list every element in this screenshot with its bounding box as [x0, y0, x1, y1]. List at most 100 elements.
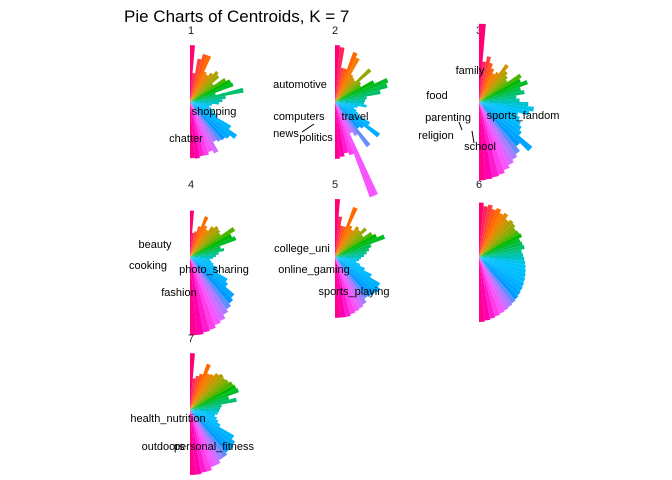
pie-slice [335, 79, 356, 102]
pie-slice [335, 96, 367, 102]
pie-slice [190, 410, 218, 415]
pie-slice [190, 210, 195, 257]
pie-slice [190, 102, 238, 139]
pie-slice [479, 202, 484, 257]
pie-slice [335, 102, 360, 129]
pie-slice [190, 410, 217, 420]
pie-slice [479, 73, 522, 102]
pie-slice [335, 102, 371, 126]
pie-slice [190, 373, 211, 410]
pie-slice [190, 257, 226, 322]
pie-slice [335, 257, 362, 260]
panel-title: 4 [188, 179, 194, 191]
pie-slice [335, 84, 362, 102]
pie-slice [335, 227, 367, 257]
pie-slice [190, 257, 221, 326]
pie-slice [479, 257, 525, 287]
pie-slice [479, 102, 520, 121]
pie-slice [335, 257, 372, 297]
pie-slice [335, 234, 364, 257]
pie-slice [479, 102, 493, 180]
pie-slice [479, 79, 508, 102]
pie-slice [335, 102, 358, 108]
pie-slice [335, 102, 378, 198]
pie-slice [190, 410, 224, 461]
pie-slice [190, 410, 221, 466]
pie-slice [190, 102, 217, 143]
pie-slice [479, 257, 516, 304]
pie-slice [479, 257, 496, 319]
pie-slice [479, 233, 523, 257]
pie-slice [479, 257, 491, 321]
pie-slice [479, 102, 519, 116]
pie-slice [190, 257, 229, 287]
pie-slice [190, 372, 220, 410]
pie-slice [190, 102, 226, 141]
pie-slice [335, 257, 381, 293]
pie-slice [335, 68, 372, 102]
pie-slice [190, 87, 244, 102]
pie-slice [190, 55, 212, 102]
pie-slice [335, 47, 345, 102]
pie-slice [335, 102, 357, 112]
pie-slice [190, 407, 221, 410]
pie-slice [479, 89, 525, 102]
pie-slice [190, 102, 212, 106]
pie-slice [335, 216, 343, 257]
pie-slice [335, 102, 364, 105]
pie-slice [190, 373, 214, 410]
pie-slice [479, 212, 504, 257]
pie-slice [335, 257, 357, 263]
slice-label: cooking [129, 260, 167, 272]
pie-slice [479, 102, 499, 178]
pie-slice [479, 62, 493, 102]
pie-slice [335, 232, 373, 257]
pie-slice [190, 102, 232, 130]
pie-slice [479, 206, 488, 257]
slice-label: online_gaming [278, 264, 350, 276]
pie-slice [335, 80, 375, 102]
pie-slice [479, 102, 529, 107]
pie-slice [190, 102, 214, 113]
slice-label: news [273, 128, 299, 140]
pie-panel-5: 5 sports_playing online_gaming college_uni [274, 179, 389, 318]
pie-slice [190, 82, 234, 102]
pie-slice [190, 226, 215, 257]
slice-label: school [464, 141, 496, 153]
pie-panel-6: 6 [476, 179, 527, 322]
pie-slice [190, 79, 231, 102]
pie-slice [335, 257, 368, 299]
pie-slice [479, 204, 493, 257]
pie-slice [190, 257, 232, 310]
pie-slice [335, 233, 378, 257]
pie-slice [190, 102, 230, 139]
pie-slice [190, 102, 220, 105]
pie-slice [479, 23, 486, 103]
pie-slice [190, 102, 205, 157]
slice-label: college_uni [274, 243, 330, 255]
pie-slice [190, 231, 197, 257]
pie-slice [335, 257, 365, 271]
pie-slice [479, 253, 524, 257]
pie-panel-1: 1 shopping chatter [169, 25, 244, 159]
pie-slice [335, 257, 361, 266]
pie-slice [335, 99, 366, 102]
pie-slice [479, 257, 509, 311]
pie-slice [335, 226, 360, 257]
pie-slice [190, 257, 204, 335]
pie-slice [190, 102, 210, 108]
slice-label: personal_fitness [174, 441, 255, 453]
pie-slice [335, 74, 354, 102]
pie-slice [335, 257, 381, 287]
pie-slice [190, 410, 219, 423]
pie-slice [190, 83, 214, 102]
pie-slice [190, 404, 222, 410]
pie-slice [479, 78, 522, 102]
pie-slice [190, 53, 208, 102]
pie-slice [190, 410, 212, 472]
pie-slice [479, 102, 522, 126]
pie-slice [479, 71, 499, 102]
pie-slice [190, 375, 200, 410]
